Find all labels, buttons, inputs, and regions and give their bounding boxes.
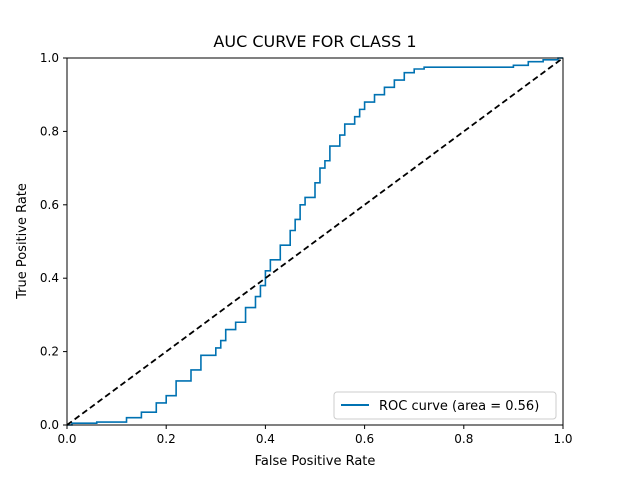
x-tick-label: 1.0 <box>553 432 572 446</box>
y-axis-ticks: 0.0 0.2 0.4 0.6 0.8 1.0 <box>40 51 67 432</box>
y-tick-label: 0.8 <box>40 124 59 138</box>
plot-frame <box>66 57 564 426</box>
roc-curve-line <box>67 57 563 426</box>
x-tick-label: 0.4 <box>256 432 275 446</box>
chart-title: AUC CURVE FOR CLASS 1 <box>213 32 416 51</box>
x-tick-label: 0.6 <box>355 432 374 446</box>
y-tick-label: 1.0 <box>40 51 59 65</box>
x-tick-label: 0.2 <box>157 432 176 446</box>
chance-diagonal-line <box>66 57 564 426</box>
y-tick-label: 0.2 <box>40 345 59 359</box>
x-axis-ticks: 0.0 0.2 0.4 0.6 0.8 1.0 <box>57 425 573 446</box>
legend: ROC curve (area = 0.56) <box>333 391 557 420</box>
legend-box <box>333 391 557 420</box>
x-axis-label: False Positive Rate <box>255 454 376 469</box>
x-tick-label: 0.8 <box>454 432 473 446</box>
series-layer <box>66 57 564 426</box>
y-tick-label: 0.0 <box>40 418 59 432</box>
y-tick-label: 0.6 <box>40 198 59 212</box>
x-tick-label: 0.0 <box>57 432 76 446</box>
legend-label: ROC curve (area = 0.56) <box>379 399 539 414</box>
y-axis-label: True Positive Rate <box>15 183 30 300</box>
y-tick-label: 0.4 <box>40 271 59 285</box>
